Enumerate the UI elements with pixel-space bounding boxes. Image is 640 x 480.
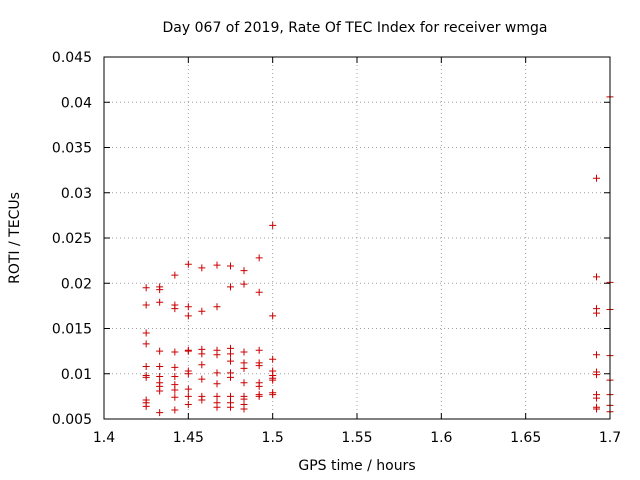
data-point	[184, 385, 192, 393]
x-tick-label: 1.4	[93, 430, 115, 446]
data-point	[240, 364, 248, 372]
data-point	[198, 361, 206, 369]
data-point	[255, 254, 263, 262]
data-point	[213, 261, 221, 269]
data-point	[184, 260, 192, 268]
data-point	[198, 375, 206, 383]
data-point	[184, 401, 192, 409]
data-point	[171, 386, 179, 394]
x-tick-label: 1.65	[510, 430, 541, 446]
data-point	[593, 273, 601, 281]
data-point	[156, 387, 164, 395]
y-tick-label: 0.035	[52, 141, 92, 157]
data-point	[184, 392, 192, 400]
data-point	[156, 347, 164, 355]
data-point	[255, 362, 263, 370]
plot-frame	[103, 56, 611, 420]
data-point	[269, 355, 277, 363]
data-point	[593, 309, 601, 317]
data-point	[142, 301, 150, 309]
data-point	[156, 372, 164, 380]
data-point	[593, 351, 601, 359]
y-tick-label: 0.03	[61, 186, 92, 202]
data-point	[171, 372, 179, 380]
y-tick-label: 0.045	[52, 50, 92, 66]
x-tick-label: 1.7	[599, 430, 621, 446]
y-tick-label: 0.015	[52, 322, 92, 338]
data-point	[269, 391, 277, 399]
chart-title: Day 067 of 2019, Rate Of TEC Index for r…	[163, 20, 548, 36]
x-tick-label: 1.5	[262, 430, 284, 446]
data-point	[171, 271, 179, 279]
data-point	[198, 307, 206, 315]
data-point	[184, 312, 192, 320]
data-point	[184, 347, 192, 355]
data-point	[156, 363, 164, 371]
data-point	[142, 373, 150, 381]
x-tick-label: 1.6	[430, 430, 452, 446]
data-point	[156, 298, 164, 306]
data-point	[142, 340, 150, 348]
data-point	[593, 405, 601, 413]
data-points	[142, 93, 614, 417]
data-point	[156, 409, 164, 417]
data-point	[240, 348, 248, 356]
data-point	[198, 264, 206, 272]
data-point	[227, 283, 234, 291]
data-point	[269, 376, 277, 384]
data-point	[171, 363, 179, 371]
data-point	[240, 267, 248, 275]
data-point	[227, 262, 234, 270]
data-point	[184, 303, 192, 311]
tick-labels: 1.4 1.45 1.5 1.55 1.6 1.65 1.7 0.005 0.01 0.015 0.…	[52, 50, 621, 446]
data-point	[255, 392, 263, 400]
x-tick-label: 1.45	[173, 430, 204, 446]
data-point	[227, 403, 234, 411]
data-point	[171, 348, 179, 356]
y-axis-label: ROTI / TECUs	[7, 192, 23, 284]
data-point	[213, 392, 221, 400]
data-point	[255, 346, 263, 354]
data-point	[213, 403, 221, 411]
data-point	[269, 312, 277, 320]
data-point	[240, 405, 248, 413]
data-point	[593, 371, 601, 379]
data-point	[255, 288, 263, 296]
data-point	[198, 350, 206, 358]
data-point	[269, 221, 277, 229]
data-point	[156, 286, 164, 294]
x-axis-label: GPS time / hours	[298, 458, 415, 474]
data-point	[227, 373, 234, 381]
data-point	[142, 363, 150, 371]
data-point	[142, 402, 150, 410]
data-point	[171, 305, 179, 313]
data-point	[171, 393, 179, 401]
data-point	[198, 396, 206, 404]
data-point	[227, 350, 234, 358]
y-tick-label: 0.01	[61, 367, 92, 383]
data-point	[593, 394, 601, 402]
grid-lines	[104, 57, 610, 419]
x-tick-label: 1.55	[341, 430, 372, 446]
data-point	[213, 380, 221, 388]
data-point	[593, 174, 601, 182]
data-point	[240, 280, 248, 288]
data-point	[142, 329, 150, 337]
data-point	[184, 370, 192, 378]
y-tick-label: 0.04	[61, 95, 92, 111]
data-point	[255, 382, 263, 390]
data-point	[213, 303, 221, 311]
y-tick-label: 0.025	[52, 231, 92, 247]
data-point	[213, 351, 221, 359]
data-point	[213, 369, 221, 377]
y-tick-label: 0.02	[61, 276, 92, 292]
data-point	[227, 392, 234, 400]
data-point	[240, 379, 248, 387]
data-point	[142, 284, 150, 292]
data-point	[171, 406, 179, 414]
data-point	[227, 357, 234, 365]
y-tick-label: 0.005	[52, 412, 92, 428]
